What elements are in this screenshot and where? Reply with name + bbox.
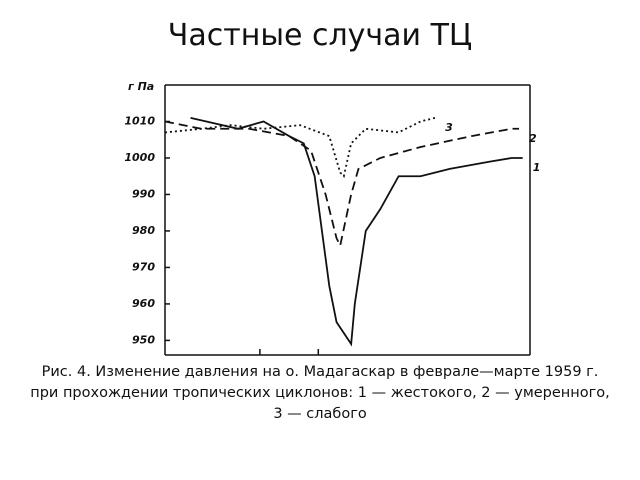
y-tick-label: 1000	[124, 151, 155, 164]
series-label: 3	[445, 121, 453, 134]
y-tick-label: 1010	[124, 114, 155, 127]
series-line	[190, 116, 523, 347]
y-tick-label: 980	[132, 224, 155, 237]
series-line	[164, 116, 436, 179]
series-line	[164, 120, 520, 249]
series-label: 1	[533, 161, 541, 174]
y-tick-label: 950	[132, 333, 155, 346]
y-tick-label: 960	[132, 297, 155, 310]
figure-caption: Рис. 4. Изменение давления на о. Мадагас…	[30, 364, 610, 422]
y-axis-label: г Па	[128, 80, 154, 93]
y-tick-label: 970	[132, 260, 155, 273]
series-label: 2	[529, 132, 537, 145]
slide-title: Частные случаи ТЦ	[167, 18, 473, 53]
chart: г Па 9509609709809901000101024 ч12 ч123	[124, 80, 541, 356]
y-tick-label: 990	[132, 187, 155, 200]
